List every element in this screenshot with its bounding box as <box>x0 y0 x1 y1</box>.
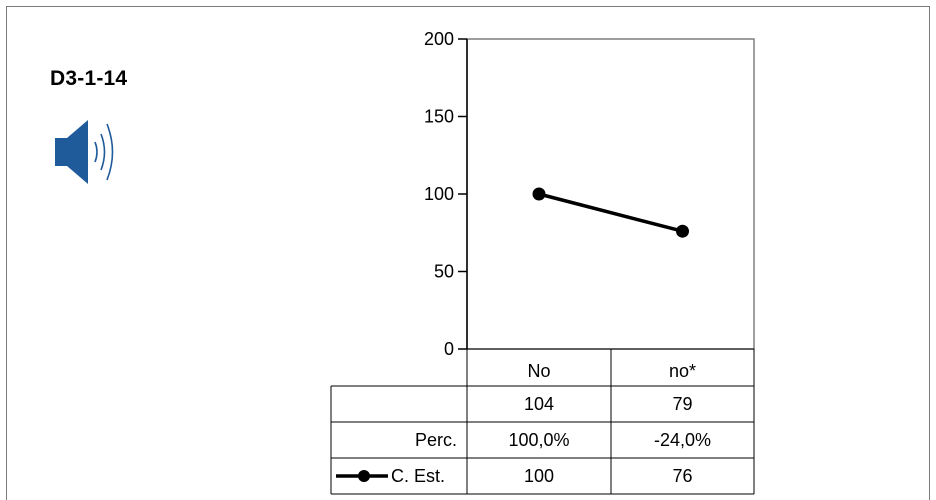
y-tick-label: 150 <box>424 107 454 127</box>
table-cell: 100,0% <box>508 430 569 450</box>
y-ticks: 0 50 100 150 200 <box>424 29 467 359</box>
y-tick-label: 0 <box>444 339 454 359</box>
x-labels: No no* <box>527 361 696 381</box>
x-category-label: No <box>527 361 550 381</box>
table-cell: 100 <box>524 466 554 486</box>
plot-area <box>466 38 755 350</box>
data-table <box>330 348 755 495</box>
table-cell: -24,0% <box>654 430 711 450</box>
data-point <box>532 187 546 201</box>
y-tick-label: 200 <box>424 29 454 49</box>
speaker-icon[interactable] <box>55 120 135 190</box>
x-category-label: no* <box>669 361 696 381</box>
table-cells: 104 79 Perc. 100,0% -24,0% C. Est. 100 76 <box>391 394 711 486</box>
legend-marker <box>358 470 370 482</box>
table-cell: 79 <box>672 394 692 414</box>
data-point <box>676 224 689 238</box>
table-cell: 104 <box>524 394 554 414</box>
question-code: D3-1-14 <box>50 67 128 90</box>
legend-key <box>336 470 388 482</box>
series-layer <box>532 187 689 238</box>
y-tick-label: 100 <box>424 184 454 204</box>
table-cell: 76 <box>672 466 692 486</box>
series-line <box>538 192 683 233</box>
y-tick-label: 50 <box>434 262 454 282</box>
chart-frame <box>6 6 930 500</box>
table-row-label: Perc. <box>415 430 457 450</box>
table-row-label: C. Est. <box>391 466 445 486</box>
